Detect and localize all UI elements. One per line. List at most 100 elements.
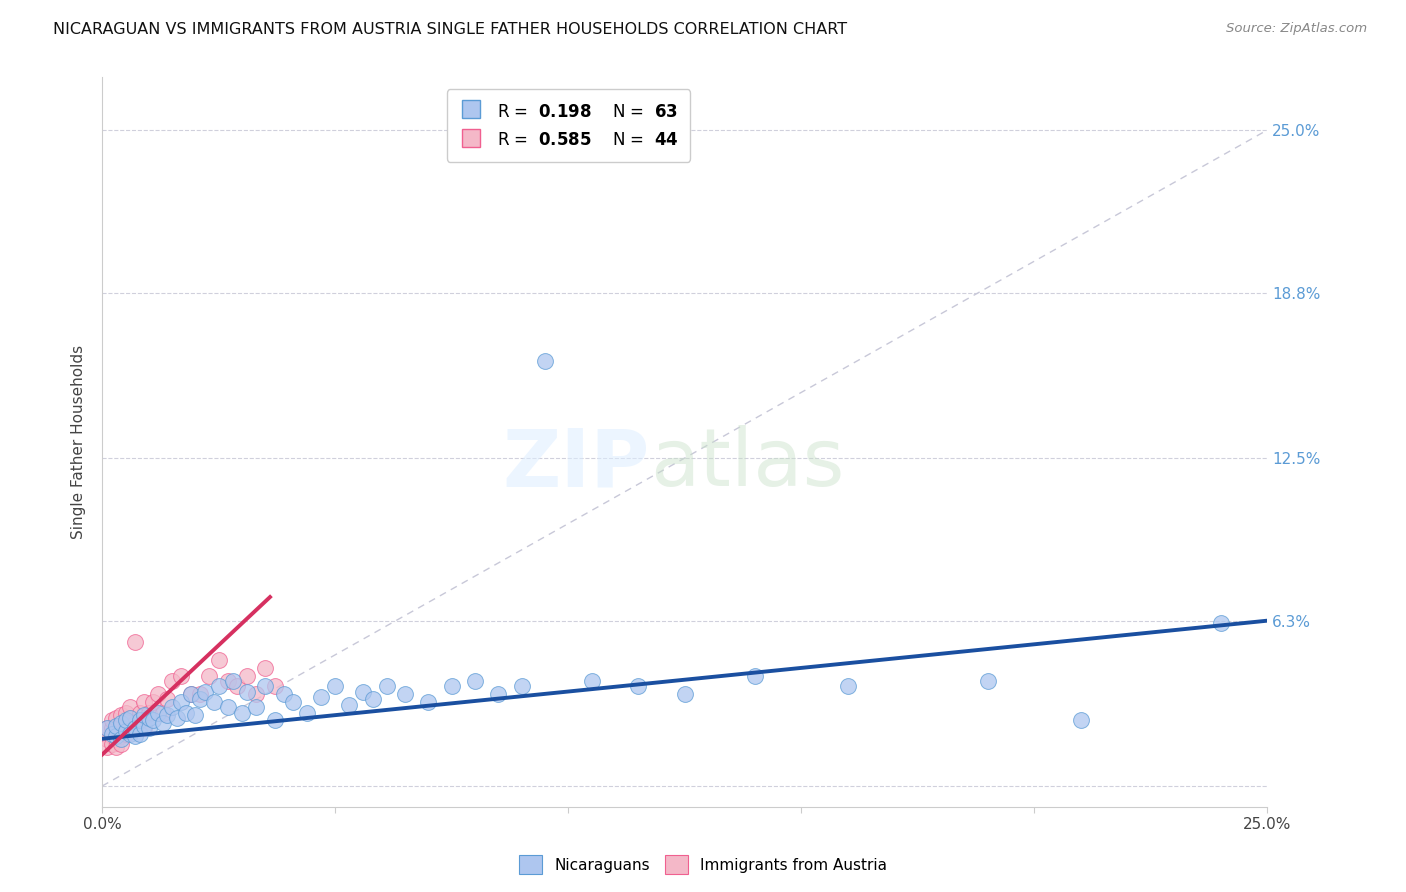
Point bbox=[208, 679, 231, 693]
Point bbox=[138, 711, 160, 725]
Point bbox=[464, 673, 486, 688]
Point bbox=[361, 692, 384, 706]
Point bbox=[180, 687, 202, 701]
Point bbox=[222, 673, 245, 688]
Point bbox=[510, 679, 533, 693]
Point bbox=[134, 718, 156, 732]
Point bbox=[160, 673, 183, 688]
Point bbox=[198, 669, 221, 683]
Point bbox=[217, 673, 239, 688]
Point bbox=[128, 714, 150, 728]
Point bbox=[128, 714, 150, 728]
Point bbox=[226, 679, 249, 693]
Point bbox=[254, 661, 277, 675]
Point bbox=[235, 669, 257, 683]
Point bbox=[105, 729, 128, 743]
Point bbox=[114, 723, 136, 738]
Point bbox=[124, 729, 146, 743]
Point bbox=[105, 718, 128, 732]
Point bbox=[100, 729, 122, 743]
Point bbox=[273, 687, 295, 701]
Point bbox=[394, 687, 416, 701]
Point bbox=[124, 716, 146, 731]
Point bbox=[96, 721, 118, 735]
Point bbox=[152, 706, 174, 720]
Point bbox=[110, 718, 132, 732]
Point bbox=[170, 669, 193, 683]
Text: Source: ZipAtlas.com: Source: ZipAtlas.com bbox=[1226, 22, 1367, 36]
Point bbox=[96, 739, 118, 754]
Point bbox=[114, 716, 136, 731]
Point bbox=[166, 711, 188, 725]
Text: ZIP: ZIP bbox=[502, 425, 650, 503]
Point bbox=[160, 700, 183, 714]
Point bbox=[627, 679, 650, 693]
Point bbox=[134, 708, 156, 723]
Point bbox=[170, 695, 193, 709]
Point bbox=[486, 687, 509, 701]
Point bbox=[217, 700, 239, 714]
Point bbox=[188, 692, 211, 706]
Point bbox=[156, 692, 179, 706]
Point bbox=[138, 706, 160, 720]
Point bbox=[142, 714, 165, 728]
Legend: R =  $\bf{0.198}$    N =  $\bf{63}$, R =  $\bf{0.585}$    N =  $\bf{44}$: R = $\bf{0.198}$ N = $\bf{63}$, R = $\bf… bbox=[447, 89, 690, 161]
Point bbox=[202, 695, 225, 709]
Point bbox=[124, 634, 146, 648]
Point bbox=[100, 726, 122, 740]
Point bbox=[134, 721, 156, 735]
Point bbox=[105, 711, 128, 725]
Point bbox=[114, 706, 136, 720]
Point bbox=[1209, 616, 1232, 631]
Point bbox=[100, 714, 122, 728]
Point bbox=[110, 737, 132, 751]
Point bbox=[96, 731, 118, 746]
Point bbox=[418, 695, 440, 709]
Point bbox=[375, 679, 398, 693]
Point bbox=[110, 731, 132, 746]
Point bbox=[174, 706, 197, 720]
Point bbox=[100, 737, 122, 751]
Point bbox=[188, 687, 211, 701]
Point bbox=[105, 721, 128, 735]
Point bbox=[124, 721, 146, 735]
Point bbox=[152, 716, 174, 731]
Point bbox=[110, 716, 132, 731]
Point bbox=[534, 354, 557, 368]
Point bbox=[120, 700, 142, 714]
Point bbox=[245, 687, 267, 701]
Point bbox=[245, 700, 267, 714]
Point bbox=[297, 706, 319, 720]
Point bbox=[235, 684, 257, 698]
Point bbox=[283, 695, 305, 709]
Point bbox=[142, 695, 165, 709]
Text: atlas: atlas bbox=[650, 425, 844, 503]
Point bbox=[311, 690, 333, 704]
Point bbox=[744, 669, 766, 683]
Point bbox=[254, 679, 277, 693]
Point bbox=[180, 687, 202, 701]
Point bbox=[120, 726, 142, 740]
Point bbox=[146, 687, 169, 701]
Y-axis label: Single Father Households: Single Father Households bbox=[72, 345, 86, 540]
Point bbox=[146, 706, 169, 720]
Point bbox=[96, 721, 118, 735]
Point bbox=[263, 679, 285, 693]
Point bbox=[323, 679, 346, 693]
Point bbox=[114, 714, 136, 728]
Point bbox=[337, 698, 360, 712]
Legend: Nicaraguans, Immigrants from Austria: Nicaraguans, Immigrants from Austria bbox=[513, 849, 893, 880]
Text: NICARAGUAN VS IMMIGRANTS FROM AUSTRIA SINGLE FATHER HOUSEHOLDS CORRELATION CHART: NICARAGUAN VS IMMIGRANTS FROM AUSTRIA SI… bbox=[53, 22, 848, 37]
Point bbox=[156, 708, 179, 723]
Point bbox=[263, 714, 285, 728]
Point bbox=[837, 679, 859, 693]
Point bbox=[977, 673, 1000, 688]
Point bbox=[138, 721, 160, 735]
Point bbox=[120, 711, 142, 725]
Point bbox=[128, 706, 150, 720]
Point bbox=[581, 673, 603, 688]
Point bbox=[120, 721, 142, 735]
Point bbox=[134, 695, 156, 709]
Point bbox=[194, 684, 217, 698]
Point bbox=[673, 687, 696, 701]
